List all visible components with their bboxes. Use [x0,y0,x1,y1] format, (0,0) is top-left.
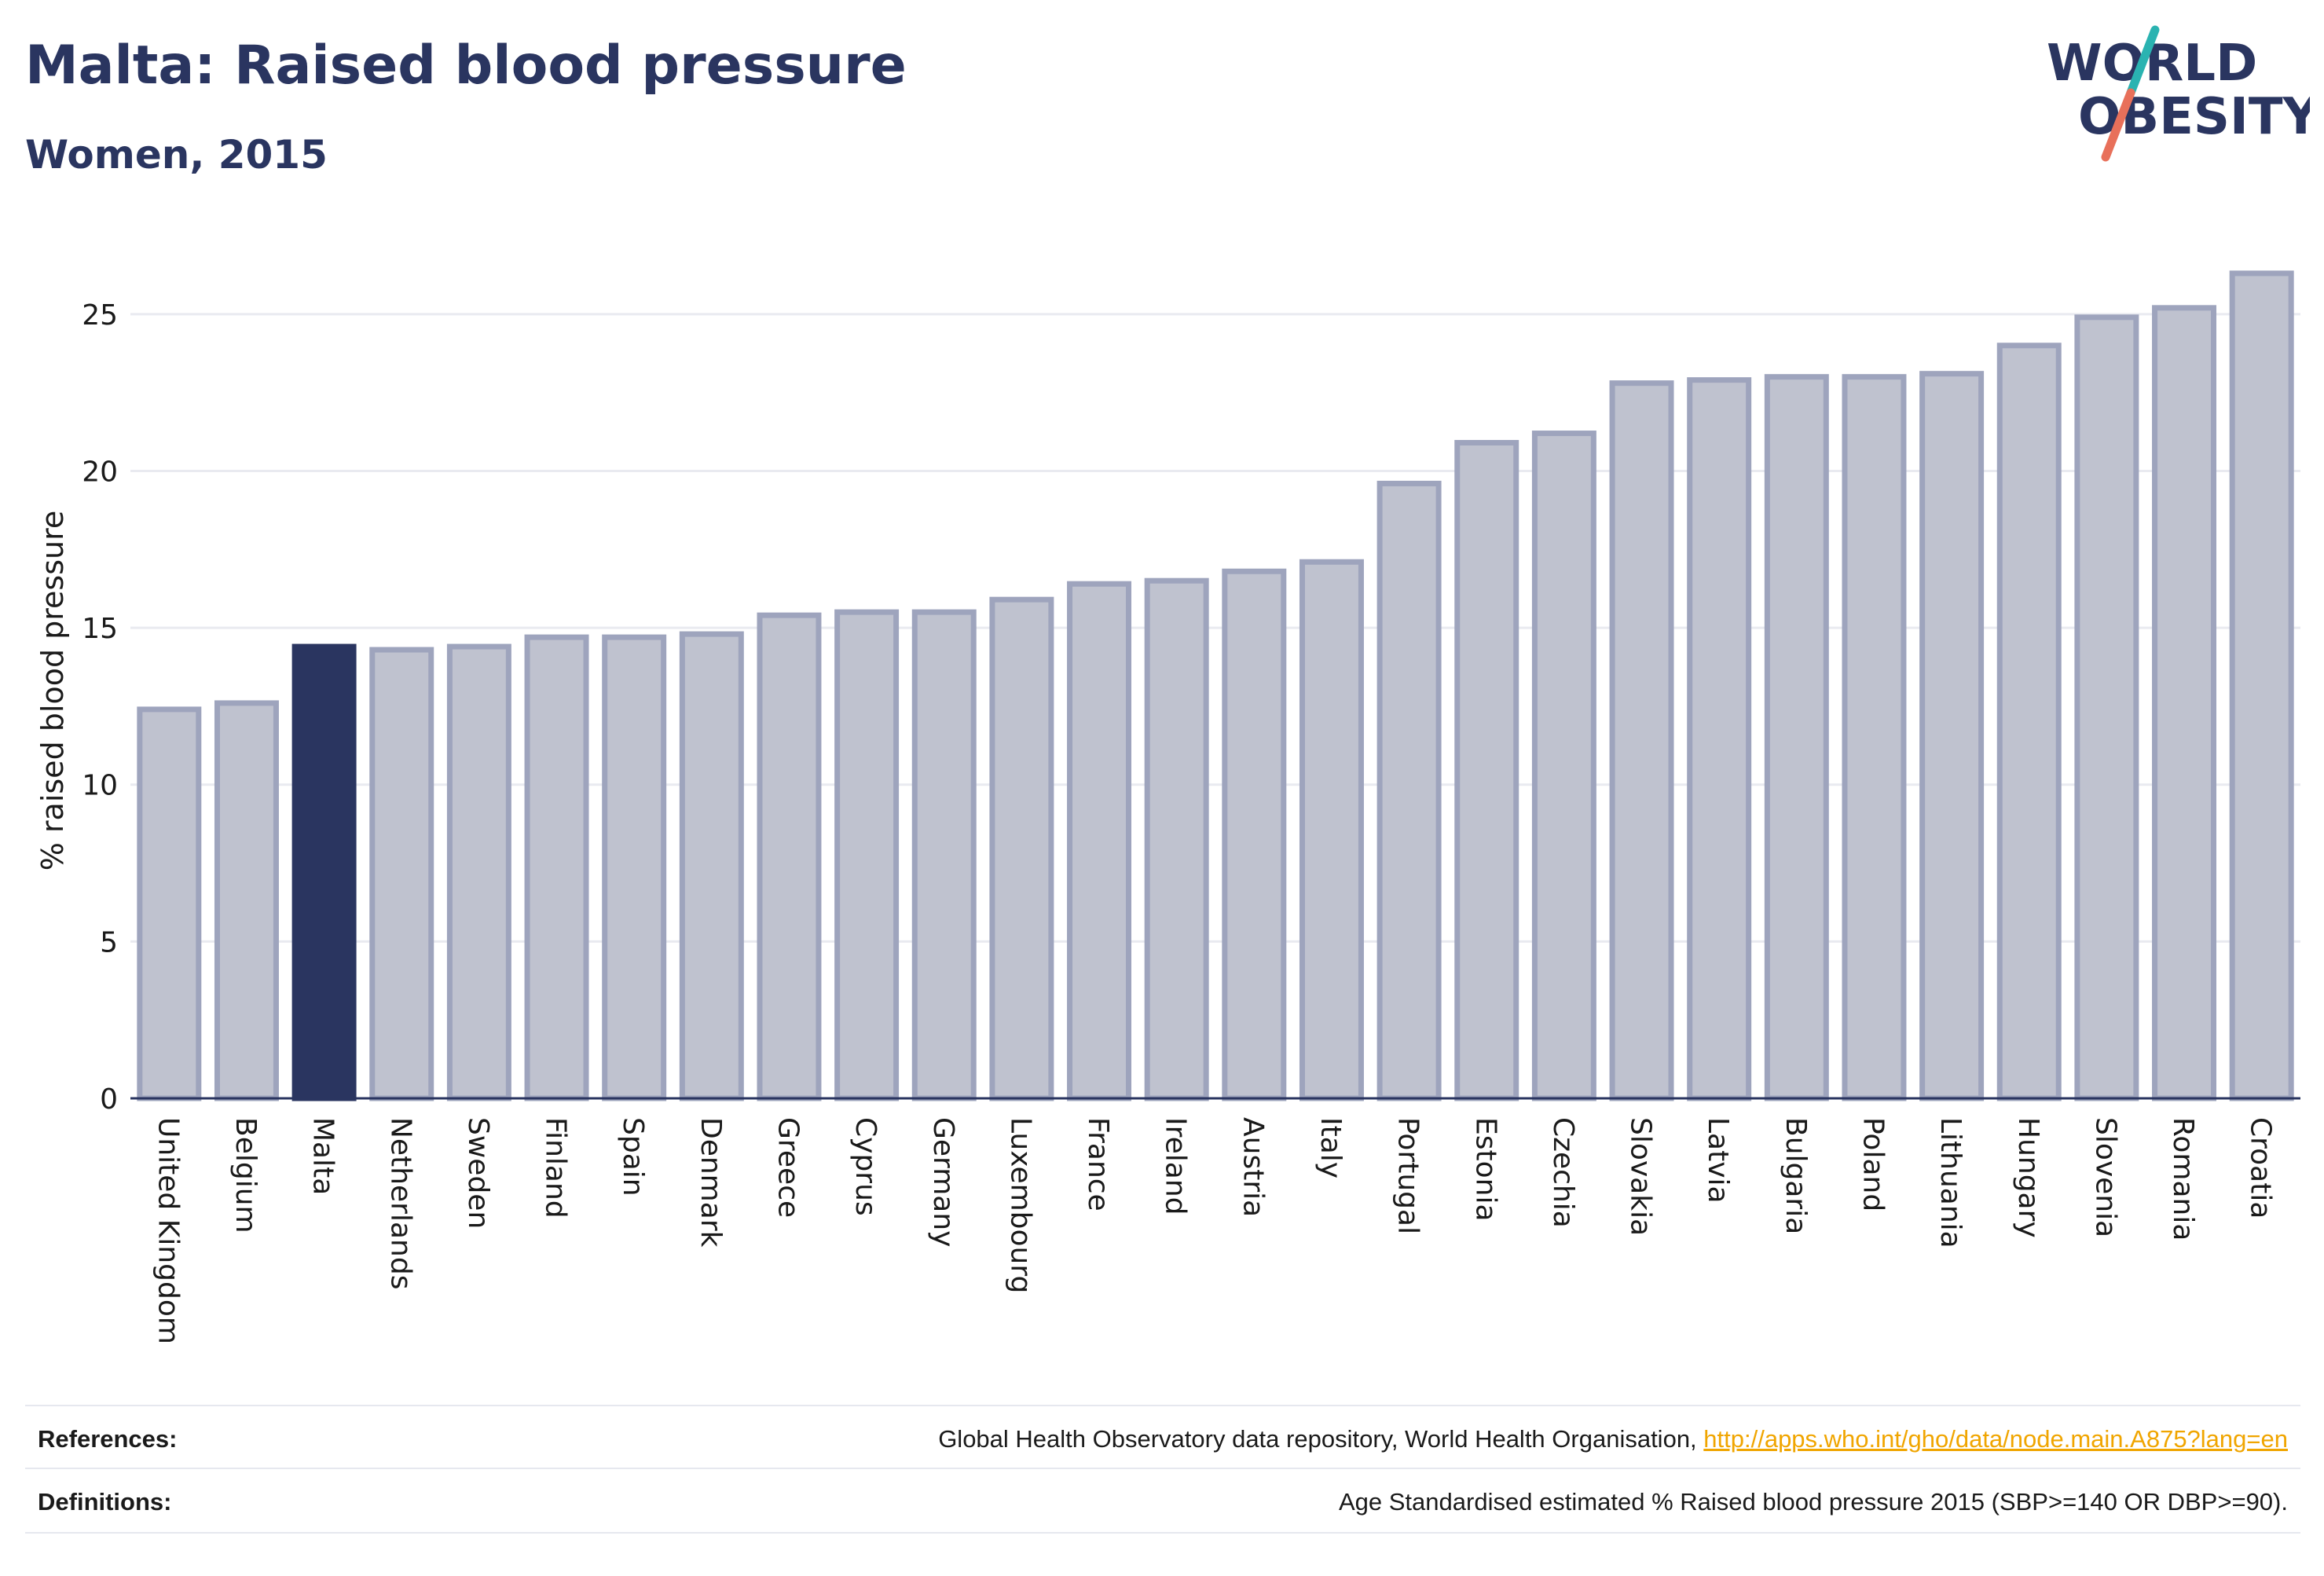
bar-luxembourg [989,596,1054,1101]
x-tick-label: United Kingdom [152,1117,184,1344]
definitions-row: Definitions: Age Standardised estimated … [25,1468,2300,1534]
x-tick-label: Denmark [695,1117,727,1248]
references-source: Global Health Observatory data repositor… [938,1425,1704,1453]
bar-estonia [1454,440,1519,1101]
x-tick-label: Portugal [1392,1117,1424,1234]
bar-croatia [2229,270,2294,1101]
y-tick-labels: 0 5 10 15 20 25 [82,299,118,1116]
x-tick-label: Belgium [229,1117,262,1233]
x-tick-label: Latvia [1702,1117,1734,1204]
bar-cyprus [834,609,900,1101]
x-tick-label: Malta [307,1117,339,1195]
references-row: References: Global Health Observatory da… [25,1405,2300,1471]
x-tick-label: Czechia [1547,1117,1579,1228]
y-tick-label: 25 [82,299,118,332]
x-tick-label: Cyprus [849,1117,882,1216]
bar-lithuania [1919,371,1985,1101]
bar-hungary [1996,343,2062,1101]
bar-italy [1299,559,1364,1101]
references-text: Global Health Observatory data repositor… [938,1425,2288,1453]
bar-bulgaria [1764,374,1829,1101]
x-tick-label: Greece [772,1117,804,1218]
x-tick-label: Ireland [1160,1117,1192,1215]
definitions-text: Age Standardised estimated % Raised bloo… [1338,1488,2288,1516]
bar-romania [2152,305,2217,1101]
x-tick-label: Austria [1237,1117,1269,1217]
definitions-label: Definitions: [38,1488,172,1516]
bar-slovenia [2074,314,2139,1101]
x-tick-label: Hungary [2012,1117,2044,1238]
x-tick-label: Spain [617,1117,649,1197]
x-tick-label: Luxembourg [1004,1117,1036,1293]
logo-slash-top [2126,25,2160,97]
x-tick-label: Bulgaria [1780,1117,1812,1234]
x-tick-label: Italy [1314,1117,1347,1178]
bar-greece [757,612,822,1101]
x-tick-label: Romania [2167,1117,2199,1241]
x-tick-label: Sweden [462,1117,494,1229]
bar-belgium [214,700,279,1101]
y-tick-label: 15 [82,613,118,645]
bar-netherlands [369,647,434,1101]
x-tick-label: Finland [540,1117,572,1219]
bar-malta [291,643,357,1101]
y-tick-label: 5 [100,926,118,958]
bar-germany [911,609,977,1101]
y-axis-label: % raised blood pressure [35,511,70,871]
references-link[interactable]: http://apps.who.int/gho/data/node.main.A… [1703,1425,2288,1453]
bar-united-kingdom [137,706,202,1101]
x-tick-label: Lithuania [1934,1117,1967,1248]
bar-latvia [1687,377,1752,1101]
bar-sweden [446,643,511,1101]
bar-ireland [1144,577,1209,1101]
y-tick-label: 20 [82,456,118,488]
chart-subtitle: Women, 2015 [25,132,328,178]
references-label: References: [38,1425,178,1453]
bar-france [1067,581,1132,1101]
x-tick-label: Poland [1857,1117,1889,1211]
world-obesity-logo: WORLD OBESITY [2047,25,2310,162]
x-tick-labels: United Kingdom Belgium Malta Netherlands Swe… [152,1117,2276,1344]
bar-chart: 0 5 10 15 20 25 United Kingdom Belgium Malta Net… [35,270,2300,1344]
x-tick-label: Netherlands [384,1117,416,1289]
bar-denmark [679,631,744,1101]
y-tick-label: 0 [100,1083,118,1116]
chart-title: Malta: Raised blood pressure [25,35,907,97]
bar-poland [1842,374,1907,1101]
bar-czechia [1531,431,1596,1101]
x-tick-label: Croatia [2245,1117,2277,1219]
bars [137,270,2294,1101]
x-tick-label: Slovakia [1625,1117,1657,1236]
bar-austria [1222,568,1287,1101]
bar-portugal [1376,480,1442,1101]
bar-slovakia [1609,380,1674,1101]
bar-spain [602,634,667,1101]
bar-finland [524,634,589,1101]
x-tick-label: Germany [927,1117,959,1247]
x-tick-label: Estonia [1469,1117,1501,1222]
x-tick-label: France [1082,1117,1114,1211]
footer-divider [25,1532,2300,1534]
y-tick-label: 10 [82,770,118,802]
x-tick-label: Slovenia [2089,1117,2121,1237]
logo-slash-bottom [2101,88,2135,162]
